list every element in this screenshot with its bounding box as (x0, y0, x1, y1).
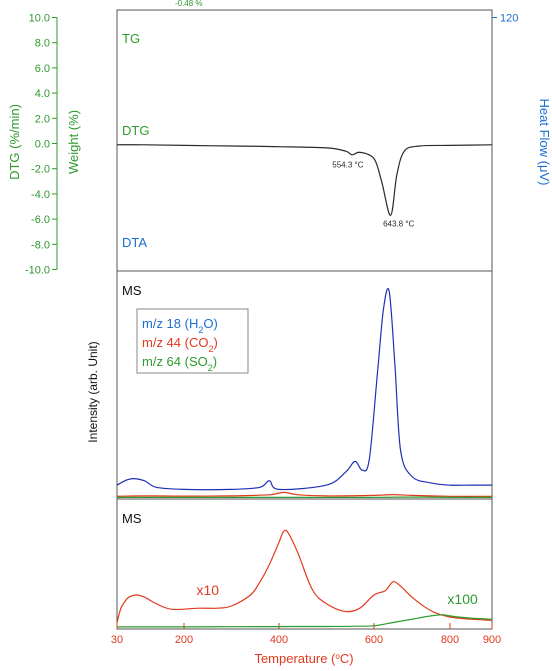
dtg-tick-label: 6.0 (35, 63, 50, 75)
dtg-tick-label: -2.0 (31, 164, 50, 176)
dtg-tick-label: -10.0 (25, 265, 50, 277)
dtg-tick-label: -6.0 (31, 214, 50, 226)
legend-entry-close: ) (213, 354, 217, 369)
legend-entry-text: m/z 44 (CO (142, 335, 208, 350)
ms2-curve-co2_x10 (116, 529, 493, 623)
legend-entry-subscript: 2 (208, 344, 213, 354)
legend-entry-subscript: 2 (208, 363, 213, 373)
temperature-tick-label: 200 (175, 634, 193, 646)
dtg-label: DTG (122, 123, 149, 138)
tg-label: TG (122, 31, 140, 46)
dtg-tick-label: 4.0 (35, 88, 50, 100)
dtg-tick-label: 0.0 (35, 139, 50, 151)
temperature-tick-label: 900 (483, 634, 501, 646)
weight-axis-title: Weight (%) (66, 110, 81, 174)
annotation-label: 643.8 °C (383, 220, 414, 229)
temperature-title-unit: C) (340, 651, 354, 666)
legend-entry-close: ) (213, 335, 217, 350)
temperature-title-text: Temperature ( (254, 651, 336, 666)
legend-entry: m/z 64 (SO2) (142, 354, 217, 373)
thermal-panel-frame (116, 9, 493, 272)
ms1-panel-frame (116, 270, 493, 500)
temperature-tick-label: 600 (365, 634, 383, 646)
ms1-curve-co2 (116, 491, 493, 497)
temperature-tick-label: 30 (111, 634, 123, 646)
heat-flow-axis: 120100806040200-20 (492, 13, 518, 25)
series-layer (116, 144, 493, 628)
ms2-panel-frame (116, 498, 493, 630)
scale-factor-label: x10 (196, 582, 219, 598)
ms-legend-items: m/z 18 (H2O)m/z 44 (CO2)m/z 64 (SO2) (142, 316, 218, 373)
ms-legend (136, 308, 249, 374)
dta-label: DTA (122, 235, 147, 250)
legend-entry-close: O) (203, 316, 217, 331)
temperature-tick-label: 400 (270, 634, 288, 646)
annotation-label: -0.48 % (175, 0, 203, 8)
heat-tick-label: 120 (500, 13, 518, 25)
legend-entry: m/z 18 (H2O) (142, 316, 218, 335)
dtg-tick-label: 8.0 (35, 38, 50, 50)
ms2-panel-label: MS (122, 511, 142, 526)
intensity-axis-title: Intensity (arb. Unit) (86, 341, 100, 442)
temperature-axis-title: Temperature (oC) (254, 651, 353, 666)
temperature-tick-label: 800 (441, 634, 459, 646)
ms1-curve-h2o (116, 287, 492, 491)
dtg-axis-title: DTG (%/min) (7, 104, 22, 180)
dtg-curve (116, 144, 493, 216)
legend-entry-text: m/z 64 (SO (142, 354, 208, 369)
legend-entry: m/z 44 (CO2) (142, 335, 218, 354)
dtg-tick-label: -4.0 (31, 189, 50, 201)
dtg-axis: 10.0 8.0 6.0 4.0 2.0 0.0 -2.0 -4.0 -6.0 -8.0 -10.0 (25, 13, 58, 277)
ms2-curve-so2_x100 (116, 614, 493, 628)
temperature-title-degree: o (335, 652, 340, 661)
legend-entry-subscript: 2 (198, 325, 203, 335)
heat-flow-axis-title: Heat Flow (μV) (537, 99, 552, 186)
dtg-tick-label: 2.0 (35, 113, 50, 125)
scale-factor-label: x100 (447, 591, 478, 607)
dtg-tick-label: -8.0 (31, 239, 50, 251)
dtg-tick-label: 10.0 (29, 13, 50, 25)
legend-entry-text: m/z 18 (H (142, 316, 198, 331)
annotation-label: 554.3 °C (332, 160, 363, 169)
ms1-panel-label: MS (122, 283, 142, 298)
